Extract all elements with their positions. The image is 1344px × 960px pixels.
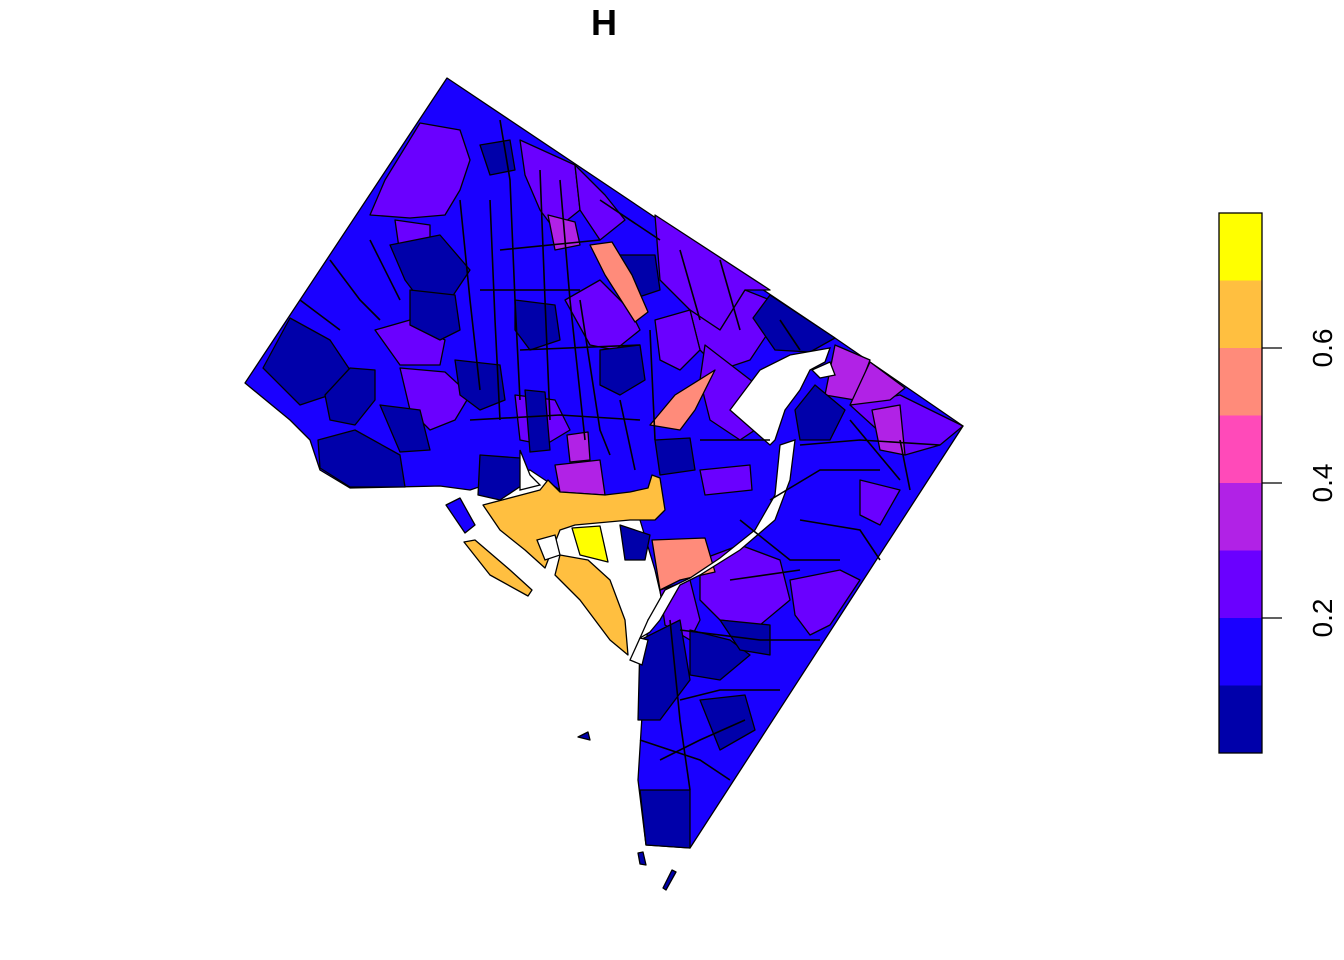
water-island-white bbox=[536, 534, 561, 561]
tract-dark-nw1 bbox=[479, 139, 516, 176]
tract-dark-w5 bbox=[317, 429, 406, 488]
map-title: H bbox=[591, 2, 617, 43]
legend-tick-label: 0.2 bbox=[1307, 599, 1338, 638]
tract-salmon-north bbox=[589, 241, 649, 323]
tract-fragment-2 bbox=[637, 851, 647, 866]
tract-purple-nw bbox=[369, 122, 471, 219]
tract-dark-ne bbox=[752, 294, 836, 353]
tract-purple-se4 bbox=[859, 479, 901, 526]
tract-purple-small1 bbox=[699, 464, 753, 496]
legend-tick-label: 0.6 bbox=[1307, 329, 1338, 368]
tract-boundary-lines bbox=[299, 119, 941, 791]
legend-tick-label: 0.4 bbox=[1307, 464, 1338, 503]
tract-yellow bbox=[571, 525, 609, 563]
tract-fragment-1 bbox=[577, 731, 591, 741]
tract-salmon-mid bbox=[649, 369, 716, 431]
legend-swatch bbox=[1219, 685, 1262, 753]
tract-purple-se2 bbox=[789, 569, 861, 636]
tract-purple-mid2 bbox=[654, 309, 701, 371]
tract-purple-ne1 bbox=[574, 164, 626, 241]
tract-blue-island bbox=[445, 497, 476, 534]
water-potomac-channel bbox=[629, 637, 649, 666]
tract-purple-mid1 bbox=[564, 279, 641, 351]
tract-dark-river1 bbox=[794, 384, 846, 441]
tract-dark-w4 bbox=[324, 367, 376, 426]
water-anacostia-channel bbox=[638, 439, 796, 640]
tract-orange-island bbox=[463, 539, 533, 597]
legend-swatch bbox=[1219, 348, 1262, 416]
water-anacostia-north bbox=[729, 347, 831, 446]
tract-dark-sw-strip bbox=[619, 524, 651, 561]
legend-swatch bbox=[1219, 415, 1262, 483]
tract-dark-center-col2 bbox=[654, 437, 696, 476]
legend-swatch bbox=[1219, 280, 1262, 348]
legend-swatch bbox=[1219, 213, 1262, 281]
tract-dark-center-col1 bbox=[524, 389, 551, 453]
legend-swatch bbox=[1219, 618, 1262, 686]
tract-orange-mall bbox=[482, 474, 666, 569]
legend-swatch bbox=[1219, 550, 1262, 618]
tract-dark-se2 bbox=[689, 629, 751, 681]
tract-violet-center2 bbox=[566, 431, 591, 463]
tract-dark-c4 bbox=[477, 454, 531, 501]
water-inlet bbox=[810, 361, 836, 379]
tract-violet-center1 bbox=[554, 459, 606, 496]
tract-orange-peninsula bbox=[554, 554, 629, 656]
color-legend: 0.2 0.4 0.6 bbox=[1218, 212, 1338, 754]
tract-dark-w6 bbox=[379, 404, 431, 453]
tract-dark-se4 bbox=[639, 789, 691, 849]
tract-violet-ne2 bbox=[849, 361, 906, 406]
tract-fragment-3 bbox=[662, 869, 677, 891]
water-basin bbox=[519, 449, 542, 491]
tract-dark-w2 bbox=[409, 289, 461, 341]
legend-swatch bbox=[1219, 483, 1262, 551]
tract-dark-c1 bbox=[514, 299, 561, 351]
tract-purple-se1 bbox=[699, 544, 791, 626]
